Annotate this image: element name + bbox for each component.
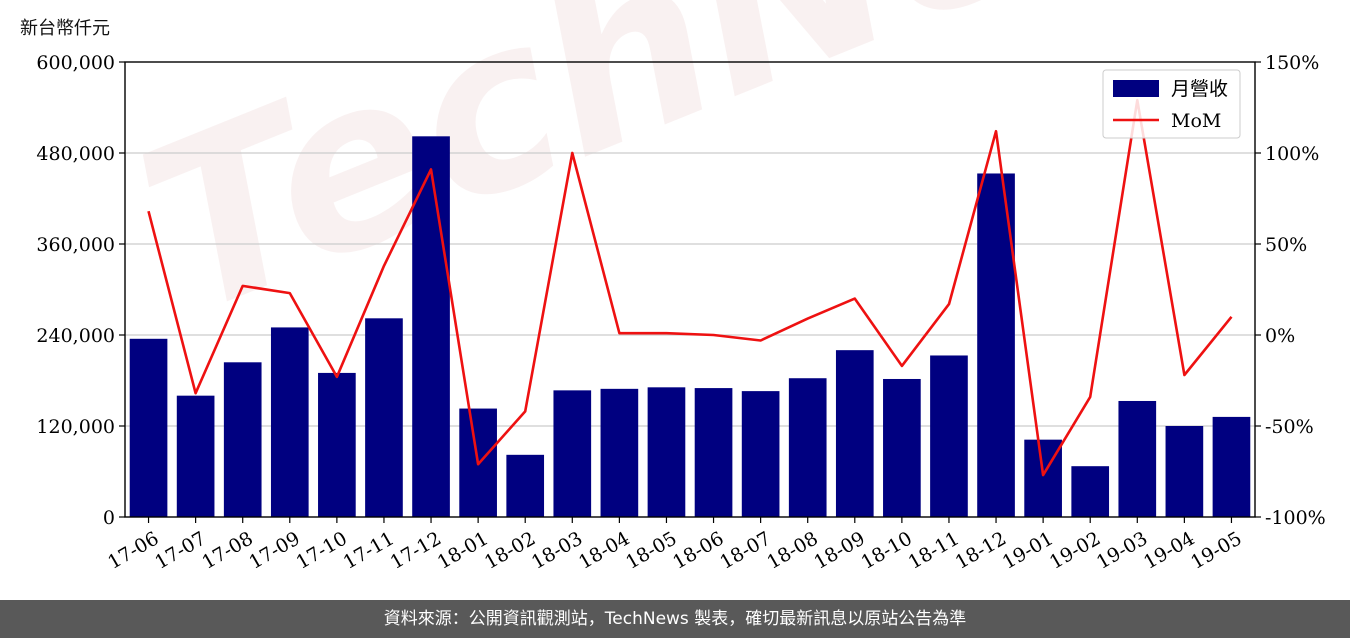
revenue-bar [835,350,874,517]
revenue-bar [694,388,733,517]
x-tick-label: 19-03 [1093,527,1151,573]
legend-label-line: MoM [1171,110,1221,132]
revenue-bar [788,378,827,517]
revenue-bar [223,362,262,517]
revenue-bar [883,378,921,517]
revenue-bar [365,318,403,517]
revenue-bar [1071,466,1110,517]
x-tick-label: 18-02 [481,527,539,573]
plot-frame [124,61,1256,518]
x-tick-label: 17-06 [104,527,162,573]
x-tick-label: 18-12 [952,527,1010,573]
x-tick-label: 19-02 [1046,527,1104,573]
x-tick-label: 18-07 [716,527,774,573]
x-tick-label: 18-11 [905,527,963,573]
x-tick-label: 19-04 [1140,527,1198,573]
x-tick-label: 17-11 [340,527,398,573]
legend-swatch-bar [1113,80,1159,97]
right-tick-label: 100% [1265,143,1319,165]
revenue-bar [506,454,545,517]
right-tick-label: 50% [1265,234,1307,256]
left-tick-label: 120,000 [36,416,115,438]
right-tick-label: -100% [1265,507,1326,529]
x-tick-label: 17-10 [293,527,351,573]
x-tick-label: 17-12 [387,527,445,573]
right-tick-label: 150% [1265,52,1319,74]
revenue-bar [1118,400,1157,517]
revenue-bar [1165,426,1204,517]
x-tick-label: 18-04 [575,527,633,573]
x-tick-label: 18-03 [528,527,586,573]
x-tick-label: 19-01 [999,527,1057,573]
y-axis-unit-label: 新台幣仟元 [20,18,110,39]
left-tick-label: 480,000 [36,143,115,165]
revenue-bar [1212,416,1251,517]
revenue-bar [176,395,215,517]
x-tick-label: 17-09 [245,527,303,573]
left-tick-label: 360,000 [36,234,115,256]
revenue-bar [412,136,450,518]
left-tick-label: 240,000 [36,325,115,347]
revenue-bar [647,387,686,517]
revenue-chart: 0 120,000 240,000 360,000 480,000 600,000 -100… [36,52,1326,574]
revenue-bar [930,355,968,517]
left-tick-label: 0 [103,507,115,529]
left-tick-label: 600,000 [36,52,115,74]
x-tick-label: 18-10 [858,527,916,573]
legend-label-bar: 月營收 [1171,78,1228,100]
mom-line [147,98,1233,477]
x-tick-label: 18-06 [669,527,727,573]
revenue-bar [600,388,639,517]
right-tick-label: 0% [1265,325,1295,347]
x-tick-label: 18-09 [810,527,868,573]
x-tick-label: 17-08 [198,527,256,573]
x-tick-label: 18-08 [763,527,821,573]
source-footer: 資料來源：公開資訊觀測站，TechNews 製表，確切最新訊息以原站公告為準 [0,600,1350,638]
revenue-bar [270,327,309,517]
revenue-bar [741,391,780,517]
x-tick-label: 17-07 [151,527,209,573]
x-tick-label: 18-05 [622,527,680,573]
x-tick-label: 19-05 [1187,527,1245,573]
revenue-bar [553,390,592,517]
x-tick-label: 18-01 [434,527,492,573]
right-tick-label: -50% [1265,416,1314,438]
revenue-bar [318,372,356,517]
revenue-bar [129,338,168,517]
